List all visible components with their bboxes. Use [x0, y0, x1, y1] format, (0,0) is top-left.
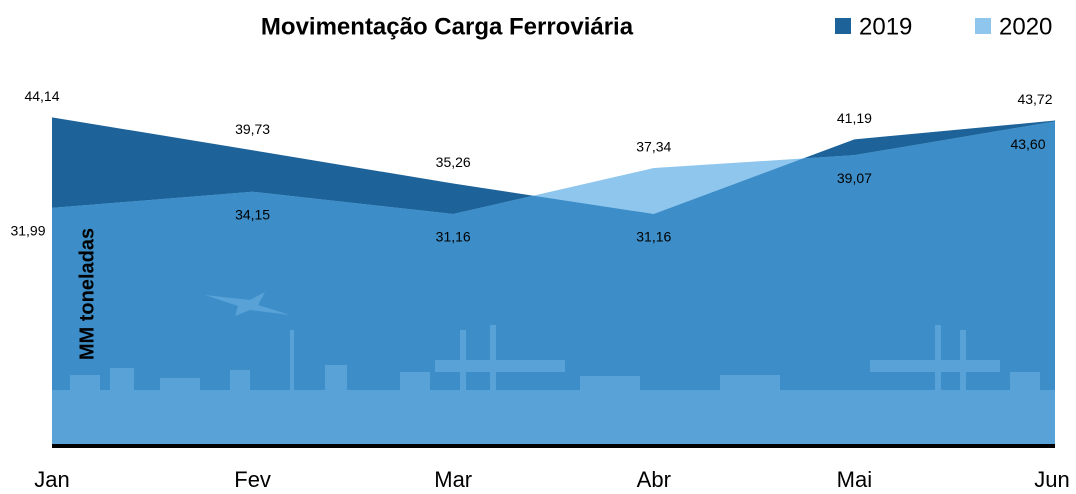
x-tick-label: Fev	[234, 467, 271, 492]
value-label: 44,14	[24, 88, 59, 104]
value-label: 41,19	[837, 110, 872, 126]
legend-label: 2019	[859, 13, 912, 40]
value-label: 31,16	[636, 229, 671, 245]
value-label: 31,99	[10, 223, 45, 239]
x-tick-label: Abr	[637, 467, 671, 492]
value-label: 43,72	[1017, 91, 1052, 107]
value-label: 39,73	[235, 121, 270, 137]
value-label: 35,26	[436, 154, 471, 170]
value-label: 39,07	[837, 170, 872, 186]
x-tick-label: Mar	[434, 467, 472, 492]
value-label: 37,34	[636, 139, 671, 155]
chart-title: Movimentação Carga Ferroviária	[261, 13, 634, 40]
x-tick-label: Jan	[34, 467, 69, 492]
x-tick-label: Mai	[837, 467, 872, 492]
legend-label: 2020	[999, 13, 1052, 40]
legend-swatch	[975, 18, 991, 34]
legend-swatch	[835, 18, 851, 34]
value-label: 43,60	[1010, 136, 1045, 152]
x-tick-label: Jun	[1034, 467, 1069, 492]
value-label: 31,16	[436, 229, 471, 245]
value-label: 34,15	[235, 206, 270, 222]
y-axis-label: MM toneladas	[76, 228, 98, 360]
chart: Movimentação Carga Ferroviária MM tonela…	[0, 0, 1076, 494]
